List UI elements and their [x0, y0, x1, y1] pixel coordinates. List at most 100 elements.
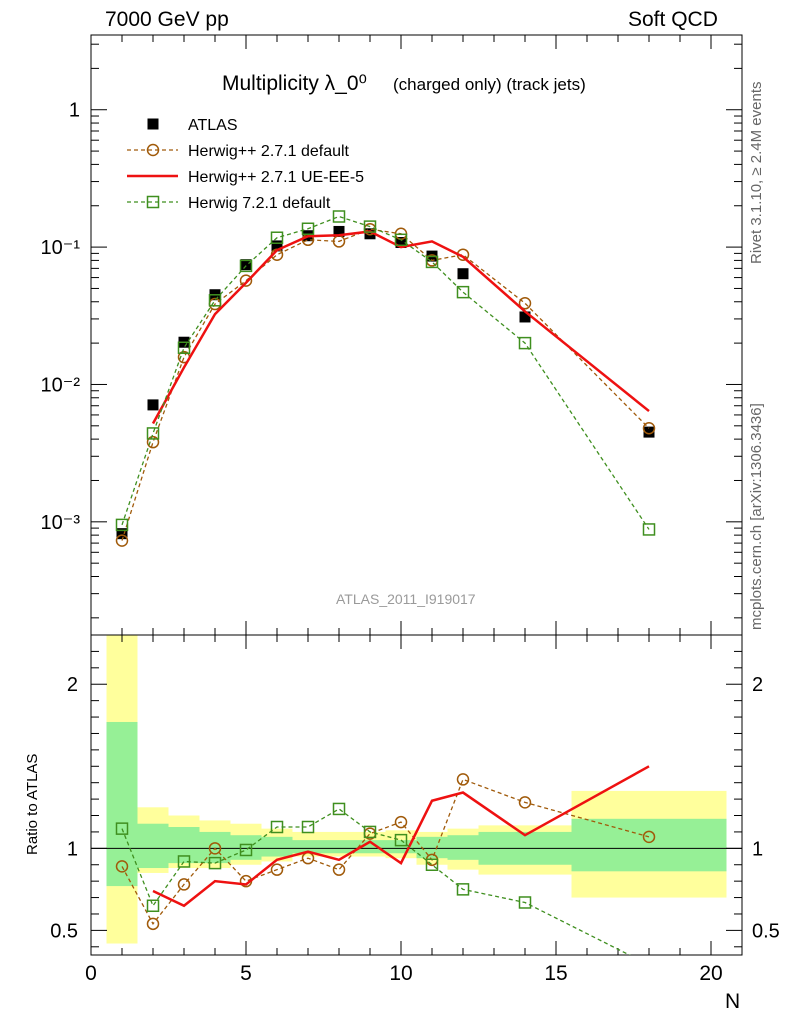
- band-inner: [447, 835, 479, 860]
- ratio-tick-label: 1: [67, 838, 78, 860]
- data-point: [518, 297, 532, 310]
- data-point: [301, 222, 315, 236]
- ratio-point: [518, 796, 532, 809]
- band-inner: [292, 840, 386, 854]
- data-point: [270, 231, 284, 244]
- series-herwig-7-2-1-default: [115, 210, 656, 536]
- data-point: [395, 237, 407, 249]
- legend-entry: Herwig++ 2.7.1 UE-EE-5: [127, 169, 364, 186]
- series-line: [151, 230, 650, 425]
- plot-frame: [90, 34, 743, 956]
- ratio-point: [394, 815, 408, 829]
- ratio-series-herwig-7-2-1-default: [115, 802, 631, 955]
- band-inner: [137, 823, 169, 869]
- ratio-point: [642, 830, 656, 844]
- data-point: [518, 336, 532, 350]
- y-tick-label: 10⁻³: [41, 512, 81, 534]
- ratio-tick-label-right: 0.5: [752, 920, 780, 942]
- data-point: [271, 240, 283, 252]
- data-point: [115, 534, 129, 547]
- data-point: [332, 210, 346, 223]
- legend: ATLAS Herwig++ 2.7.1 default Herwig++ 2.7.…: [127, 117, 364, 212]
- data-point: [239, 274, 253, 287]
- y-tick-label: 1: [69, 100, 80, 122]
- series-herwig-2-7-1-ue-ee-5: [151, 230, 650, 425]
- series-line: [121, 215, 650, 530]
- ratio-point: [456, 773, 470, 786]
- ratio-point: [177, 878, 191, 891]
- data-point: [147, 399, 159, 411]
- band-inner: [168, 827, 200, 864]
- x-tick-label: 20: [699, 962, 722, 985]
- data-point: [239, 259, 253, 273]
- data-point: [363, 220, 377, 233]
- ratio-point: [394, 833, 408, 847]
- ratio-point: [425, 858, 439, 871]
- ratio-point: [115, 860, 129, 873]
- ratio-point: [332, 802, 346, 816]
- band-inner: [571, 818, 727, 872]
- legend-marker: [146, 195, 160, 209]
- ratio-point: [115, 822, 129, 835]
- y-tick-label: 10⁻²: [41, 374, 81, 396]
- ratio-point: [208, 856, 222, 870]
- axes: 0 5 10 15 20 10⁻³ 10⁻² 10⁻¹ 1 0.5 0.5 1 1 2 2: [41, 34, 780, 985]
- header-right: Soft QCD: [628, 8, 718, 31]
- band-inner: [416, 836, 448, 859]
- ratio-point: [146, 899, 160, 913]
- ratio-axis-label: Ratio to ATLAS: [24, 754, 41, 855]
- ratio-point: [518, 896, 532, 909]
- data-point: [333, 225, 345, 237]
- x-axis-label: N: [725, 990, 740, 1013]
- legend-entry: Herwig 7.2.1 default: [127, 195, 331, 212]
- data-point: [208, 294, 222, 307]
- analysis-label: ATLAS_2011_I919017: [336, 591, 476, 607]
- ratio-tick-label: 2: [67, 674, 78, 696]
- ratio-line: [121, 778, 650, 926]
- legend-label: Herwig++ 2.7.1 default: [188, 143, 350, 160]
- data-point: [115, 518, 129, 532]
- rivet-label: Rivet 3.1.10, ≥ 2.4M events: [748, 81, 765, 265]
- data-point: [116, 528, 128, 540]
- legend-marker: [146, 143, 160, 157]
- ratio-point: [301, 820, 315, 834]
- ratio-point: [270, 863, 284, 876]
- chart-title: Multiplicity λ_0⁰: [222, 72, 367, 95]
- data-point: [364, 228, 376, 240]
- ratio-point: [177, 855, 191, 868]
- ratio-point: [239, 843, 253, 857]
- legend-entry: ATLAS: [147, 117, 238, 134]
- data-point: [642, 421, 656, 435]
- ratio-point: [332, 863, 346, 876]
- ratio-point: [146, 917, 160, 931]
- ratio-point: [363, 825, 377, 839]
- data-point: [519, 311, 531, 323]
- data-point: [240, 259, 252, 271]
- legend-label: Herwig++ 2.7.1 UE-EE-5: [188, 169, 364, 186]
- series-layer: [115, 210, 656, 955]
- legend-label: Herwig 7.2.1 default: [188, 195, 331, 212]
- band-inner: [261, 836, 293, 857]
- legend-entry: Herwig++ 2.7.1 default: [127, 143, 350, 160]
- ratio-uncertainty-bands: [106, 635, 727, 944]
- data-point: [457, 268, 469, 280]
- data-point: [425, 255, 439, 269]
- ratio-point: [208, 842, 222, 855]
- x-tick-label: 10: [389, 962, 412, 985]
- mcplots-label: mcplots.cern.ch [arXiv:1306.3436]: [748, 403, 765, 630]
- legend-marker: [147, 118, 159, 130]
- legend-label: ATLAS: [188, 117, 238, 134]
- ratio-line: [152, 765, 650, 908]
- ratio-tick-label: 0.5: [50, 920, 78, 942]
- band-inner: [106, 721, 138, 887]
- data-point: [146, 427, 160, 440]
- data-point: [642, 523, 656, 536]
- data-point: [394, 233, 408, 247]
- data-point: [146, 435, 160, 449]
- data-point: [456, 285, 470, 299]
- data-point: [643, 426, 655, 438]
- ratio-series-herwig-2-7-1-ue-ee-5: [152, 765, 650, 908]
- chart-title-suffix: (charged only) (track jets): [393, 75, 586, 94]
- ratio-point: [456, 883, 470, 896]
